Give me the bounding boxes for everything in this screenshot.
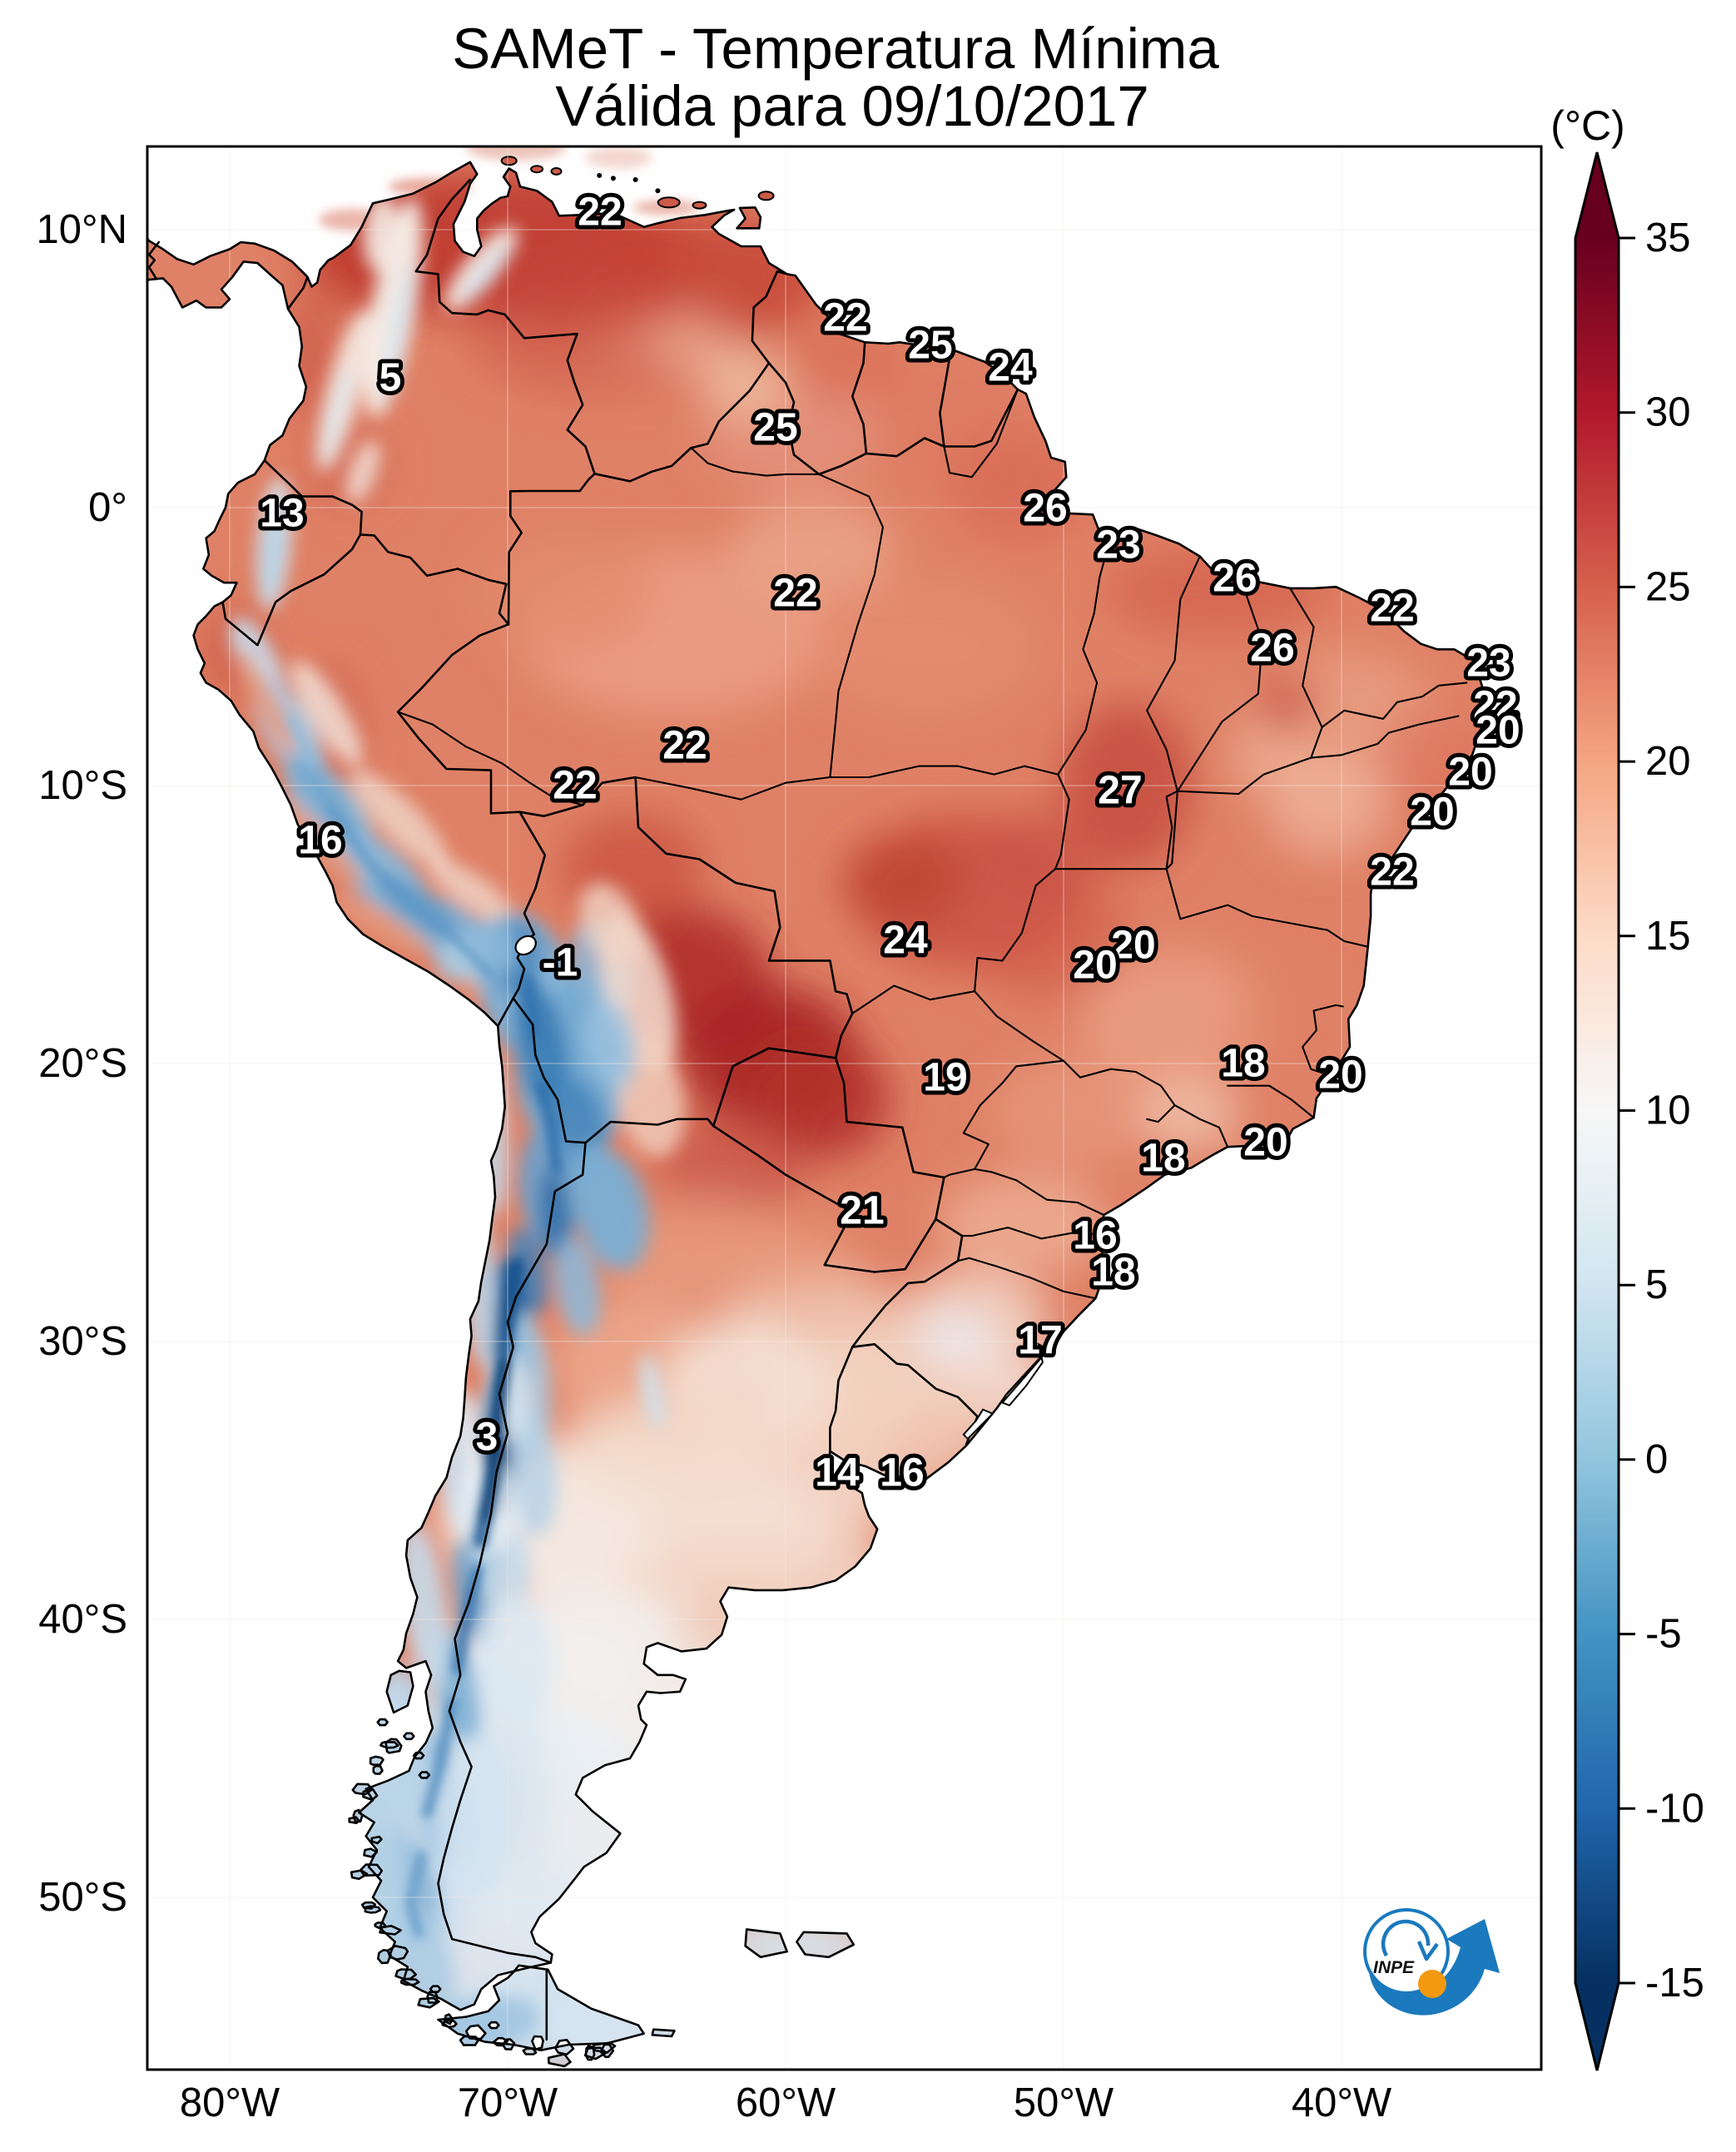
svg-text:30°S: 30°S [38,1319,127,1364]
svg-text:3: 3 [476,1416,498,1460]
svg-text:25: 25 [908,324,952,368]
svg-text:SAMeT - Temperatura Mínima: SAMeT - Temperatura Mínima [452,17,1219,81]
svg-text:20: 20 [1318,1054,1362,1098]
svg-text:50°W: 50°W [1014,2080,1114,2125]
svg-text:25: 25 [753,406,797,450]
svg-text:20: 20 [1645,739,1691,784]
svg-text:26: 26 [1023,487,1067,531]
svg-text:0: 0 [1645,1437,1668,1482]
svg-text:26: 26 [1250,627,1294,671]
svg-text:22: 22 [578,191,622,235]
svg-text:26: 26 [1213,557,1257,601]
svg-text:15: 15 [1645,914,1691,959]
svg-text:22: 22 [773,572,817,616]
svg-text:5: 5 [379,356,402,400]
svg-text:22: 22 [1370,587,1414,631]
svg-text:24: 24 [988,346,1033,390]
svg-text:-15: -15 [1645,1961,1704,2006]
svg-text:13: 13 [260,492,304,536]
svg-text:20: 20 [1476,709,1520,753]
svg-text:10°S: 10°S [38,763,127,808]
svg-text:(°C): (°C) [1550,102,1624,149]
svg-text:-10: -10 [1645,1786,1704,1831]
svg-text:70°W: 70°W [458,2080,558,2125]
svg-text:16: 16 [298,819,342,863]
svg-text:24: 24 [883,919,928,963]
svg-text:17: 17 [1018,1319,1062,1363]
svg-text:14: 14 [815,1451,860,1495]
svg-text:35: 35 [1645,216,1691,260]
svg-text:18: 18 [1221,1042,1265,1086]
svg-text:20: 20 [1111,924,1155,968]
svg-text:40°W: 40°W [1292,2080,1392,2125]
svg-text:5: 5 [1645,1262,1668,1307]
svg-text:19: 19 [923,1056,967,1100]
svg-text:23: 23 [1096,523,1140,568]
svg-text:22: 22 [553,764,597,808]
svg-text:16: 16 [1073,1214,1117,1258]
svg-text:25: 25 [1645,564,1691,609]
svg-text:60°W: 60°W [736,2080,836,2125]
svg-text:27: 27 [1098,769,1142,813]
svg-text:INPE: INPE [1373,1958,1415,1977]
svg-text:10: 10 [1645,1088,1691,1133]
svg-text:22: 22 [1370,850,1414,895]
svg-text:20: 20 [1243,1121,1287,1165]
svg-text:-1: -1 [543,941,578,985]
svg-text:10°N: 10°N [37,207,127,252]
svg-text:Válida para 09/10/2017: Válida para 09/10/2017 [555,74,1149,138]
svg-text:40°S: 40°S [38,1597,127,1642]
svg-text:23: 23 [1466,642,1510,686]
svg-text:80°W: 80°W [180,2080,280,2125]
svg-text:22: 22 [823,296,867,340]
svg-text:0°: 0° [88,485,127,530]
svg-text:21: 21 [840,1189,884,1233]
svg-text:20: 20 [1073,944,1117,988]
svg-text:30: 30 [1645,390,1691,435]
svg-text:16: 16 [880,1451,924,1495]
svg-text:18: 18 [1091,1251,1135,1295]
svg-text:20: 20 [1410,791,1454,835]
svg-text:22: 22 [1473,684,1517,728]
svg-text:50°S: 50°S [38,1875,127,1920]
svg-text:22: 22 [662,724,707,768]
svg-text:20: 20 [1448,751,1492,795]
svg-text:-5: -5 [1645,1612,1682,1657]
svg-text:18: 18 [1141,1137,1185,1181]
svg-text:20°S: 20°S [38,1041,127,1086]
